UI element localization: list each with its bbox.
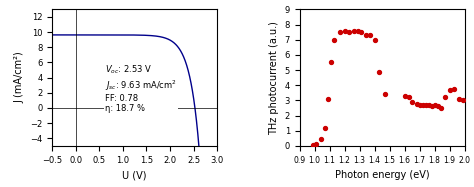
Point <box>405 96 413 99</box>
Point <box>381 92 389 95</box>
Point <box>357 31 365 34</box>
Point <box>354 29 362 32</box>
Point <box>422 103 429 106</box>
Point <box>345 31 353 34</box>
Point <box>330 38 338 41</box>
Point <box>437 106 444 109</box>
X-axis label: U (V): U (V) <box>122 170 147 180</box>
Point <box>312 142 320 145</box>
Y-axis label: J (mA/cm²): J (mA/cm²) <box>15 52 25 103</box>
Text: $V_{oc}$: 2.53 V
$J_{sc}$: 9.63 mA/cm$^2$
FF: 0.78
η: 18.7 %: $V_{oc}$: 2.53 V $J_{sc}$: 9.63 mA/cm$^2… <box>105 64 177 114</box>
Point <box>375 71 383 74</box>
Point <box>450 88 458 91</box>
X-axis label: Photon energy (eV): Photon energy (eV) <box>335 170 429 180</box>
Point <box>327 60 335 63</box>
Point <box>366 34 374 37</box>
Point <box>434 104 441 107</box>
Point <box>413 103 420 106</box>
Point <box>317 138 324 141</box>
Point <box>336 31 344 34</box>
Point <box>419 103 426 106</box>
Point <box>455 97 462 100</box>
Point <box>441 96 449 99</box>
Point <box>459 99 467 102</box>
Point <box>425 103 432 106</box>
Point <box>350 29 357 32</box>
Point <box>428 104 435 107</box>
Point <box>321 127 329 130</box>
Point <box>309 143 317 146</box>
Point <box>401 94 408 97</box>
Point <box>324 97 332 100</box>
Point <box>408 100 416 103</box>
Point <box>431 103 438 106</box>
Point <box>446 88 453 91</box>
Point <box>416 103 423 106</box>
Y-axis label: THz photocurrent (a.u.): THz photocurrent (a.u.) <box>269 21 279 134</box>
Point <box>371 38 378 41</box>
Point <box>362 34 369 37</box>
Point <box>341 29 348 32</box>
